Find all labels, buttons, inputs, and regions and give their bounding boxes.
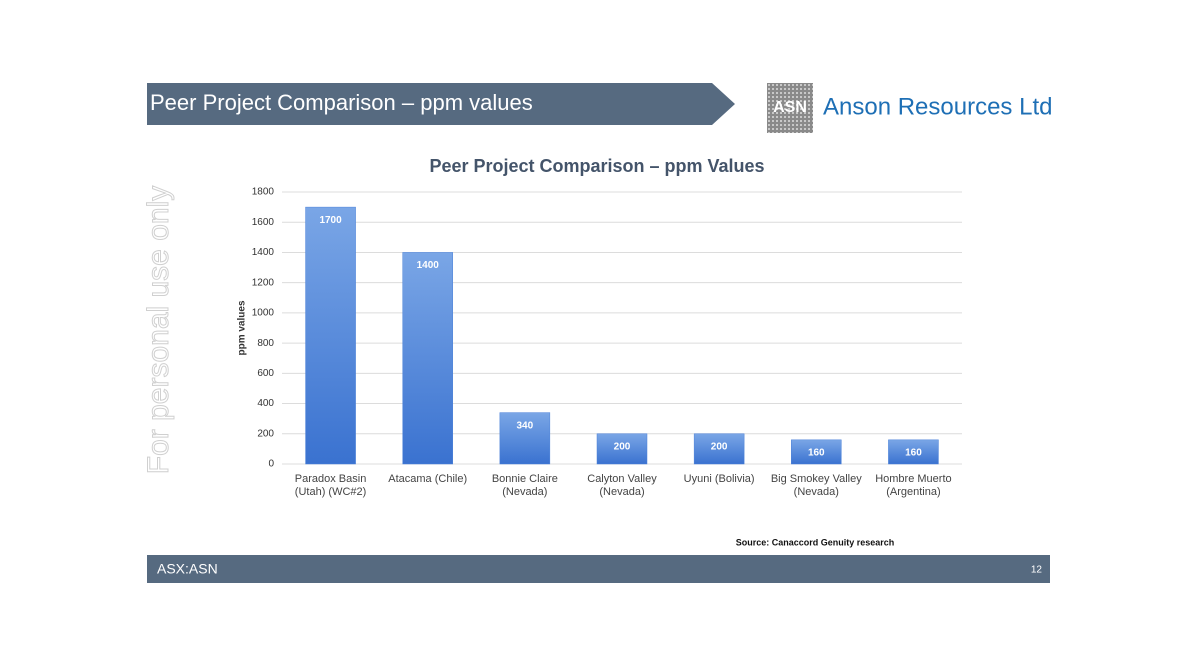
bar [305,206,356,465]
header-banner [147,83,735,125]
y-tick-label: 1600 [252,217,275,228]
value-label: 200 [711,441,728,452]
y-axis-label: ppm values [237,300,248,355]
y-tick-label: 1400 [252,247,275,258]
value-label: 1700 [319,215,342,226]
footer-bar [147,555,1050,583]
footer-ticker: ASX:ASN [157,561,218,577]
bar [499,412,551,465]
y-tick-label: 1200 [252,277,275,288]
bar [693,433,745,465]
company-name: Anson Resources Ltd [823,93,1052,120]
y-tick-label: 1000 [252,308,275,319]
y-tick-label: 400 [257,398,274,409]
x-tick-label: Big Smokey Valley (Nevada) [770,473,862,498]
source-note: Source: Canaccord Genuity research [736,537,895,547]
value-label: 1400 [417,260,440,271]
value-label: 160 [808,447,825,458]
watermark: For personal use only [142,186,175,475]
y-tick-label: 200 [257,428,274,439]
logo-mark: ASN [773,99,807,116]
y-tick-label: 0 [268,459,274,470]
bar [791,439,842,465]
x-tick-label: Atacama (Chile) [388,473,468,485]
y-tick-label: 600 [257,368,274,379]
bar [402,252,453,465]
x-tick-label: Bonnie Claire (Nevada) [491,473,558,498]
value-label: 160 [905,447,922,458]
value-label: 200 [614,441,631,452]
logo-box [767,83,813,133]
header-title: Peer Project Comparison – ppm values [150,90,533,115]
bar [596,433,648,465]
y-tick-label: 1800 [252,187,275,198]
bar [888,439,939,465]
value-label: 340 [517,420,534,431]
page-number: 12 [1031,565,1043,576]
x-tick-label: Paradox Basin (Utah) (WC#2) [294,473,367,498]
x-tick-label: Hombre Muerto (Argentina) [875,473,952,498]
chart-title: Peer Project Comparison – ppm Values [429,156,764,176]
x-tick-label: Calyton Valley (Nevada) [587,473,657,498]
x-tick-label: Uyuni (Bolivia) [683,473,755,485]
y-tick-label: 800 [257,338,274,349]
